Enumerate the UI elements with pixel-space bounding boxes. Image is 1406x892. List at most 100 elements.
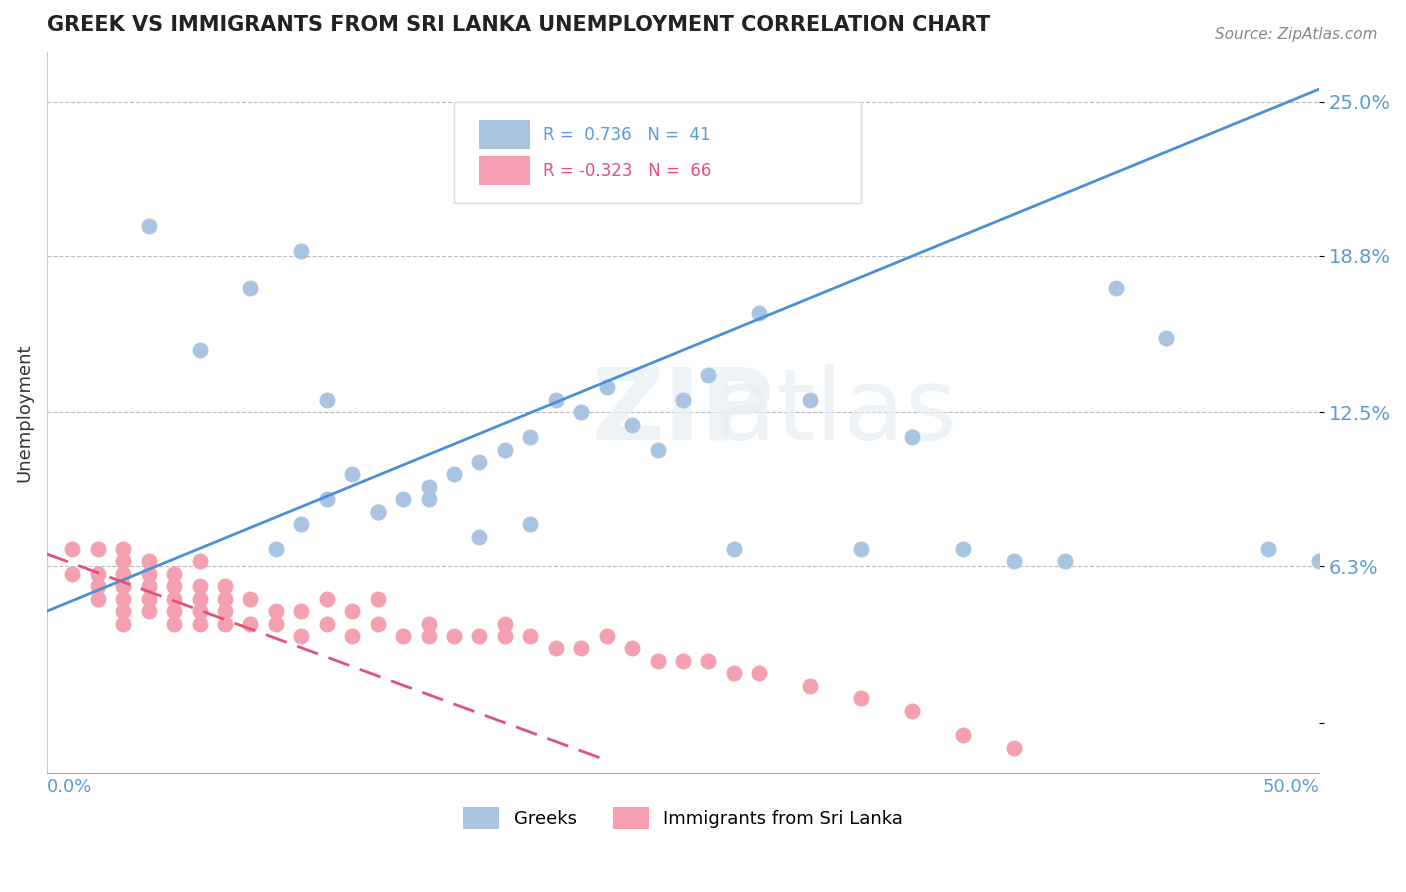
Point xyxy=(418,616,440,631)
Point xyxy=(519,517,541,532)
Point xyxy=(494,616,516,631)
Point xyxy=(468,455,491,469)
Point xyxy=(672,654,695,668)
Point xyxy=(138,579,160,593)
Point xyxy=(264,616,287,631)
Point xyxy=(519,629,541,643)
Point xyxy=(188,343,211,358)
Text: 50.0%: 50.0% xyxy=(1263,778,1319,796)
Point xyxy=(952,729,974,743)
Point xyxy=(163,591,186,606)
Point xyxy=(112,566,135,581)
Point xyxy=(418,480,440,494)
Point xyxy=(290,244,312,258)
Point xyxy=(87,566,110,581)
Point xyxy=(569,405,592,419)
Point xyxy=(418,629,440,643)
Point xyxy=(112,541,135,556)
Point xyxy=(239,616,262,631)
FancyBboxPatch shape xyxy=(479,120,530,149)
Point xyxy=(163,604,186,618)
Text: atlas: atlas xyxy=(714,364,956,461)
Point xyxy=(544,392,567,407)
Point xyxy=(647,654,669,668)
Point xyxy=(697,654,720,668)
Point xyxy=(367,591,389,606)
Point xyxy=(138,554,160,568)
Point xyxy=(214,7,236,21)
Point xyxy=(163,579,186,593)
Point xyxy=(723,666,745,681)
Point xyxy=(468,629,491,643)
Point xyxy=(672,392,695,407)
Text: Source: ZipAtlas.com: Source: ZipAtlas.com xyxy=(1215,27,1378,42)
Point xyxy=(544,641,567,656)
Point xyxy=(595,380,617,394)
Point xyxy=(392,629,415,643)
Point xyxy=(138,219,160,233)
Point xyxy=(112,604,135,618)
Point xyxy=(468,530,491,544)
Point xyxy=(87,591,110,606)
Point xyxy=(799,392,821,407)
Point xyxy=(315,591,337,606)
Point xyxy=(163,616,186,631)
Point xyxy=(799,679,821,693)
Point xyxy=(443,629,465,643)
Point xyxy=(188,554,211,568)
Point xyxy=(595,629,617,643)
Point xyxy=(443,467,465,482)
Point xyxy=(952,541,974,556)
Point xyxy=(188,604,211,618)
Point xyxy=(569,641,592,656)
Text: GREEK VS IMMIGRANTS FROM SRI LANKA UNEMPLOYMENT CORRELATION CHART: GREEK VS IMMIGRANTS FROM SRI LANKA UNEMP… xyxy=(46,15,990,35)
Point xyxy=(315,616,337,631)
Point xyxy=(290,604,312,618)
Point xyxy=(367,616,389,631)
Point xyxy=(494,442,516,457)
Y-axis label: Unemployment: Unemployment xyxy=(15,343,32,482)
Point xyxy=(392,492,415,507)
Point xyxy=(1104,281,1126,295)
Point xyxy=(1002,740,1025,755)
Text: ZIP: ZIP xyxy=(592,364,775,461)
Point xyxy=(901,430,924,444)
Point xyxy=(138,566,160,581)
Text: 0.0%: 0.0% xyxy=(46,778,93,796)
Point xyxy=(112,579,135,593)
Point xyxy=(748,666,770,681)
Point xyxy=(214,591,236,606)
Legend: Greeks, Immigrants from Sri Lanka: Greeks, Immigrants from Sri Lanka xyxy=(456,799,910,836)
Point xyxy=(112,616,135,631)
FancyBboxPatch shape xyxy=(454,103,860,203)
Point xyxy=(188,616,211,631)
Point xyxy=(342,467,364,482)
Point xyxy=(264,604,287,618)
Point xyxy=(748,306,770,320)
Point xyxy=(138,604,160,618)
Point xyxy=(315,392,337,407)
Point xyxy=(60,566,83,581)
Point xyxy=(112,554,135,568)
Point xyxy=(1002,554,1025,568)
Point xyxy=(723,541,745,556)
Point xyxy=(1308,554,1330,568)
Point xyxy=(519,430,541,444)
FancyBboxPatch shape xyxy=(479,156,530,186)
Point xyxy=(697,368,720,382)
Point xyxy=(290,517,312,532)
Point xyxy=(315,492,337,507)
Point xyxy=(60,541,83,556)
Point xyxy=(342,604,364,618)
Point xyxy=(87,579,110,593)
Point xyxy=(188,579,211,593)
Point xyxy=(1156,331,1178,345)
Point xyxy=(239,281,262,295)
Text: R =  0.736   N =  41: R = 0.736 N = 41 xyxy=(543,126,710,144)
Point xyxy=(188,591,211,606)
Point xyxy=(647,442,669,457)
Point xyxy=(621,417,644,432)
Point xyxy=(849,541,872,556)
Point xyxy=(138,591,160,606)
Point xyxy=(214,604,236,618)
